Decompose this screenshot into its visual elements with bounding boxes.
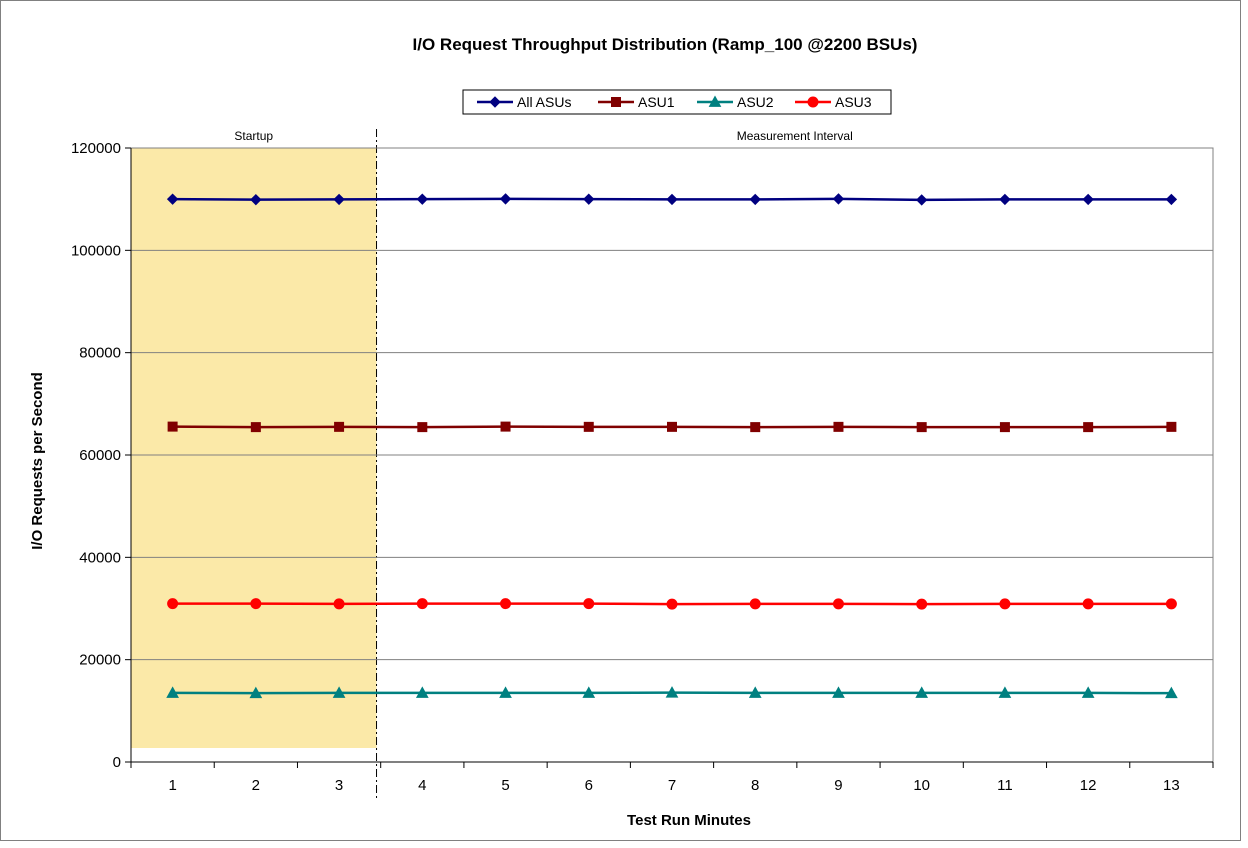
point-1-2 (250, 422, 261, 433)
point-0-4 (416, 193, 429, 205)
point-3-1 (167, 598, 179, 610)
x-tick-label-8: 8 (751, 777, 759, 794)
y-tick-label-4: 80000 (79, 345, 121, 362)
region-layer: Startup Measurement Interval (131, 129, 853, 801)
y-tick-label-1: 20000 (79, 652, 121, 669)
point-1-10 (916, 422, 927, 433)
point-2-8 (748, 686, 762, 698)
point-2-11 (998, 686, 1012, 698)
x-tick-label-12: 12 (1080, 777, 1097, 794)
point-2-9 (832, 686, 845, 698)
point-2-13 (1165, 686, 1178, 699)
x-tick-label-13: 13 (1163, 777, 1180, 794)
y-axis-label: I/O Requests per Second (29, 372, 46, 550)
legend-label-3: ASU3 (835, 94, 872, 110)
point-0-8 (749, 193, 761, 206)
point-0-2 (250, 193, 262, 206)
point-3-7 (666, 598, 678, 610)
point-2-12 (1081, 686, 1095, 698)
point-0-11 (999, 193, 1011, 206)
series-asu3 (167, 598, 1177, 610)
series-asu1 (167, 421, 1177, 433)
y-tick-label-5: 100000 (71, 242, 121, 259)
point-1-3 (334, 421, 345, 432)
x-tick-label-5: 5 (501, 777, 509, 794)
point-3-5 (500, 598, 512, 610)
point-0-12 (1082, 193, 1094, 206)
legend: All ASUs ASU1 ASU2 ASU3 (462, 89, 892, 115)
series-all-asus (166, 193, 1178, 206)
point-1-4 (417, 422, 428, 433)
x-tick-label-7: 7 (668, 777, 676, 794)
y-tick-label-6: 120000 (71, 140, 121, 157)
y-tick-label-2: 40000 (79, 549, 121, 566)
series-asu2 (166, 686, 1178, 699)
legend-marker-3 (807, 96, 819, 108)
point-3-10 (916, 598, 928, 610)
legend-marker-0 (489, 96, 501, 108)
point-1-11 (999, 422, 1010, 433)
point-0-7 (666, 193, 678, 206)
point-1-12 (1083, 422, 1094, 433)
point-3-12 (1082, 598, 1094, 610)
point-0-9 (832, 193, 845, 205)
x-tick-label-1: 1 (168, 777, 176, 794)
series-layer (166, 193, 1178, 699)
point-3-3 (333, 598, 345, 610)
x-tick-label-10: 10 (913, 777, 930, 794)
chart-title: I/O Request Throughput Distribution (Ram… (413, 35, 918, 54)
point-1-7 (667, 421, 677, 432)
point-3-6 (583, 598, 595, 610)
point-1-1 (167, 421, 178, 432)
region-0-shade (131, 148, 377, 748)
point-2-1 (166, 686, 179, 698)
point-3-8 (749, 598, 761, 610)
point-2-10 (915, 686, 929, 698)
region-1-label: Measurement Interval (737, 129, 853, 143)
point-3-4 (416, 598, 428, 610)
x-axis-label: Test Run Minutes (627, 812, 751, 829)
point-0-13 (1165, 193, 1178, 206)
point-3-13 (1165, 598, 1177, 610)
x-tick-label-4: 4 (418, 777, 426, 794)
point-2-7 (665, 686, 679, 698)
point-0-5 (499, 193, 512, 205)
y-tick-label-3: 60000 (79, 447, 121, 464)
gridlines (131, 249, 1213, 661)
point-3-11 (999, 598, 1011, 610)
point-0-3 (333, 193, 345, 206)
point-2-3 (332, 686, 346, 698)
point-1-8 (750, 422, 761, 433)
point-0-1 (166, 193, 179, 205)
y-tick-label-0: 0 (113, 754, 121, 771)
legend-label-2: ASU2 (737, 94, 774, 110)
x-tick-label-6: 6 (585, 777, 593, 794)
region-0-label: Startup (234, 129, 273, 143)
point-3-9 (832, 598, 844, 610)
legend-label-0: All ASUs (517, 94, 571, 110)
x-tick-label-2: 2 (252, 777, 260, 794)
legend-marker-2 (708, 95, 722, 107)
point-1-5 (500, 421, 511, 432)
point-1-9 (833, 421, 844, 432)
point-3-2 (250, 598, 262, 610)
x-tick-label-11: 11 (997, 777, 1013, 794)
point-2-6 (582, 686, 596, 698)
point-1-13 (1166, 421, 1177, 432)
point-2-4 (415, 686, 429, 698)
legend-marker-1 (611, 97, 621, 107)
point-1-6 (583, 421, 594, 432)
point-0-10 (915, 194, 928, 206)
x-tick-label-9: 9 (834, 777, 842, 794)
legend-label-1: ASU1 (638, 94, 675, 110)
point-2-5 (499, 686, 512, 698)
point-0-6 (583, 193, 595, 205)
point-2-2 (249, 686, 263, 699)
x-tick-label-3: 3 (335, 777, 343, 794)
